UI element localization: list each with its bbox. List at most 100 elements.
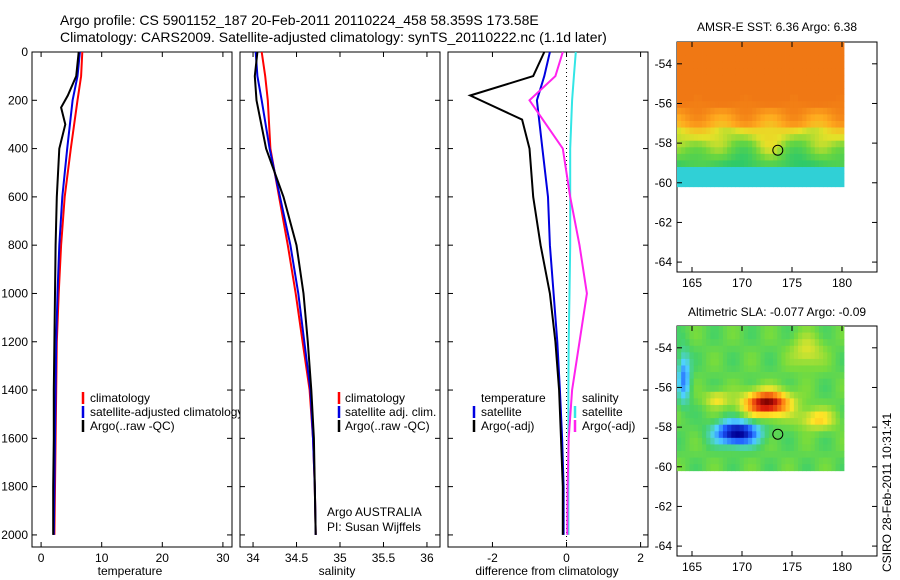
- map-cell: [727, 160, 732, 168]
- difference-legend: temperature satellite Argo(-adj) salinit…: [472, 391, 635, 433]
- map-cell: [727, 88, 732, 96]
- map-cell: [718, 418, 724, 426]
- map-cell: [747, 107, 753, 115]
- map-cell: [814, 378, 820, 386]
- map-cell: [839, 94, 845, 102]
- map-cell: [789, 385, 795, 393]
- map-cell: [785, 107, 791, 115]
- map-cell: [714, 418, 720, 426]
- map-y-tick-label: -56: [655, 380, 673, 394]
- map-cell: [789, 48, 795, 56]
- map-cell: [743, 114, 749, 122]
- map-cell: [789, 68, 795, 76]
- map-cell: [818, 153, 824, 161]
- map-cell: [768, 107, 774, 115]
- map-cell: [718, 173, 724, 181]
- map-cell: [727, 372, 732, 380]
- map-cell: [798, 173, 803, 181]
- map-cell: [777, 147, 782, 155]
- map-cell: [697, 372, 703, 380]
- map-cell: [739, 424, 745, 432]
- map-cell: [835, 464, 841, 472]
- map-cell: [706, 451, 711, 458]
- map-cell: [681, 378, 686, 386]
- map-cell: [718, 153, 724, 161]
- map-cell: [827, 140, 832, 148]
- map-cell: [777, 418, 782, 426]
- map-cell: [798, 127, 803, 135]
- map-cell: [835, 140, 841, 148]
- map-cell: [839, 365, 845, 373]
- map-cell: [697, 345, 703, 353]
- map-cell: [802, 372, 807, 380]
- map-cell: [743, 160, 749, 168]
- map-cell: [802, 134, 807, 142]
- map-cell: [747, 372, 753, 380]
- map-cell: [685, 94, 690, 102]
- map-cell: [693, 365, 699, 373]
- map-cell: [810, 358, 816, 366]
- map-cell: [793, 101, 799, 109]
- map-cell: [818, 339, 824, 347]
- map-cell: [747, 411, 753, 419]
- map-cell: [697, 391, 703, 399]
- map-cell: [714, 352, 720, 360]
- map-cell: [802, 326, 807, 333]
- map-cell: [685, 68, 690, 76]
- map-cell: [810, 398, 816, 406]
- map-cell: [793, 326, 799, 333]
- map-cell: [818, 418, 824, 426]
- map-cell: [768, 385, 774, 393]
- map-cell: [677, 372, 682, 380]
- map-cell: [702, 391, 707, 399]
- map-cell: [789, 153, 795, 161]
- map-cell: [777, 437, 782, 445]
- map-cell: [706, 101, 711, 109]
- map-cell: [798, 418, 803, 426]
- map-cell: [743, 464, 749, 472]
- map-cell: [677, 358, 682, 366]
- map-cell: [689, 332, 695, 340]
- map-cell: [814, 464, 820, 472]
- map-cell: [818, 127, 824, 135]
- map-cell: [818, 120, 824, 128]
- map-cell: [689, 418, 695, 426]
- map-cell: [764, 147, 770, 155]
- map-cell: [835, 437, 841, 445]
- map-cell: [677, 42, 682, 49]
- map-cell: [768, 411, 774, 419]
- map-cell: [789, 101, 795, 109]
- map-cell: [697, 444, 703, 452]
- map-cell: [798, 120, 803, 128]
- map-cell: [677, 153, 682, 161]
- map-cell: [839, 418, 845, 426]
- map-cell: [685, 180, 690, 188]
- map-cell: [798, 358, 803, 366]
- map-cell: [798, 444, 803, 452]
- map-cell: [752, 147, 757, 155]
- map-cell: [718, 94, 724, 102]
- y-tick-label: 600: [8, 190, 28, 204]
- map-cell: [731, 391, 736, 399]
- map-cell: [810, 391, 816, 399]
- map-cell: [685, 326, 690, 333]
- map-cell: [706, 391, 711, 399]
- map-cell: [697, 94, 703, 102]
- map-cell: [722, 345, 728, 353]
- map-cell: [752, 94, 757, 102]
- map-cell: [835, 107, 841, 115]
- map-cell: [697, 120, 703, 128]
- map-cell: [681, 180, 686, 188]
- map-cell: [685, 140, 690, 148]
- map-cell: [735, 167, 741, 174]
- map-cell: [722, 339, 728, 347]
- x-tick-label: 36: [420, 551, 434, 565]
- map-cell: [743, 68, 749, 76]
- map-cell: [756, 94, 761, 102]
- map-cell: [677, 404, 682, 412]
- map-cell: [814, 167, 820, 174]
- map-cell: [818, 424, 824, 432]
- map-cell: [827, 134, 832, 142]
- map-cell: [706, 365, 711, 373]
- map-cell: [810, 81, 816, 89]
